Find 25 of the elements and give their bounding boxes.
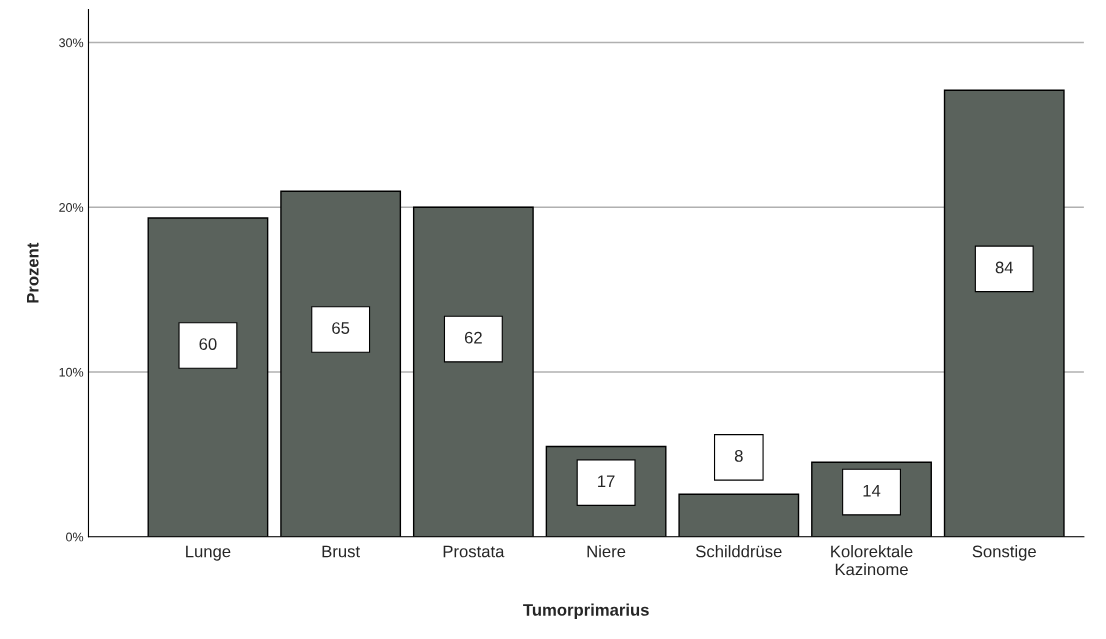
x-tick-label: Schilddrüse xyxy=(696,545,782,558)
bar xyxy=(147,217,269,537)
annotation: 14 xyxy=(863,484,881,497)
y-axis-title: Prozent xyxy=(27,242,39,303)
x-tick-label: Sonstige xyxy=(972,545,1036,561)
annotation: 65 xyxy=(332,322,350,334)
y-tick-label: 10% xyxy=(59,367,84,377)
bar xyxy=(943,89,1065,537)
bar xyxy=(678,493,800,537)
annotation: 8 xyxy=(734,450,743,462)
bar xyxy=(280,190,402,537)
annotation: 62 xyxy=(464,331,482,344)
annotation: 84 xyxy=(995,261,1014,274)
x-tick-label: Prostata xyxy=(443,545,505,558)
y-tick-label: 30% xyxy=(59,38,84,48)
bar xyxy=(412,206,534,537)
x-axis-title: Tumorprimarius xyxy=(523,603,649,620)
x-tick-label: Kolorektale Kazinome xyxy=(831,545,913,576)
x-tick-label: Brust xyxy=(322,545,360,558)
x-tick-label: Niere xyxy=(587,545,626,558)
annotation: 17 xyxy=(598,475,615,487)
x-tick-label: Lunge xyxy=(186,545,231,561)
annotation: 60 xyxy=(199,338,217,350)
y-tick-label: 20% xyxy=(59,203,84,212)
y-tick-label: 0% xyxy=(66,532,84,542)
